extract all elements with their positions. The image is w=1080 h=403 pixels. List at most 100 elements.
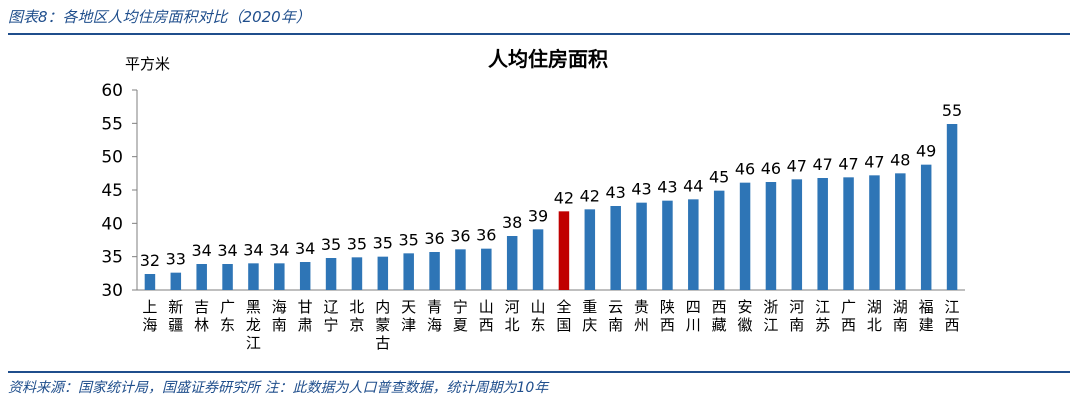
bar [688, 199, 699, 290]
category-label: 江西 [945, 298, 960, 334]
source-note: 资料来源：国家统计局，国盛证券研究所 注：此数据为人口普查数据，统计周期为10年 [8, 380, 549, 396]
bar [377, 256, 389, 290]
category-label: 浙江 [763, 298, 778, 334]
bar [144, 274, 156, 290]
bar [610, 206, 621, 290]
bar [713, 190, 725, 290]
data-label: 38 [502, 213, 522, 232]
y-tick-label: 50 [101, 148, 123, 168]
bar [403, 253, 414, 290]
data-label: 35 [399, 230, 419, 249]
bar-chart: 人均住房面积 平方米 30 35 40 45 50 55 60 32 33 34 34 34 34 34… [101, 47, 965, 352]
data-label: 44 [683, 176, 703, 195]
bar [506, 236, 518, 290]
y-tick-label: 45 [101, 181, 123, 201]
chart-title: 人均住房面积 [488, 47, 608, 71]
bar [481, 248, 492, 290]
bar [662, 200, 673, 290]
data-label: 35 [347, 234, 367, 253]
bar [274, 263, 285, 290]
bar [558, 211, 570, 290]
category-label: 上海 [142, 298, 157, 334]
data-label: 34 [295, 239, 315, 258]
bar [429, 252, 440, 290]
bar [895, 173, 906, 290]
data-label: 43 [631, 180, 651, 199]
category-label: 山东 [531, 298, 546, 334]
bar [325, 258, 337, 290]
data-label: 47 [838, 154, 858, 173]
data-label: 47 [787, 156, 807, 175]
category-label: 河北 [505, 298, 520, 334]
bar [170, 272, 182, 290]
data-label: 45 [709, 168, 729, 187]
bar [532, 229, 544, 290]
bar [946, 124, 958, 290]
data-label: 55 [942, 101, 962, 120]
category-label: 北京 [349, 298, 364, 334]
bar [869, 175, 880, 290]
category-label: 青海 [427, 298, 442, 334]
data-label: 36 [424, 229, 444, 248]
data-label: 39 [528, 206, 548, 225]
category-label: 云南 [608, 298, 623, 334]
category-label: 江苏 [815, 298, 830, 334]
y-tick-label: 35 [101, 248, 123, 268]
category-label: 福建 [919, 298, 934, 334]
figure-title: 图表8：各地区人均住房面积对比（2020年） [8, 8, 311, 26]
bar [196, 264, 207, 290]
category-label: 四川 [686, 298, 701, 334]
y-tick-label: 60 [101, 81, 123, 101]
category-label: 全国 [556, 298, 571, 334]
data-label: 47 [813, 155, 833, 174]
data-label: 36 [476, 226, 496, 245]
category-label: 湖南 [893, 298, 908, 334]
y-tick-label: 55 [101, 114, 123, 134]
category-label: 陕西 [660, 298, 675, 334]
category-label: 安徽 [738, 298, 753, 334]
bars [144, 124, 958, 290]
category-labels: 上海新疆吉林广东黑龙江海南甘肃辽宁北京内蒙古天津青海宁夏山西河北山东全国重庆云南… [142, 298, 959, 352]
category-label: 辽宁 [324, 298, 339, 334]
bottom-rule [8, 371, 1070, 373]
category-label: 海南 [272, 298, 287, 334]
data-label: 35 [373, 234, 393, 253]
data-label: 46 [761, 159, 781, 178]
category-label: 广西 [841, 298, 856, 334]
bar [739, 182, 751, 290]
data-label: 36 [450, 226, 470, 245]
bar [299, 262, 311, 290]
bar [222, 264, 233, 290]
bar [248, 263, 259, 290]
category-label: 内蒙古 [375, 298, 390, 352]
bar [636, 202, 647, 290]
y-axis-unit-label: 平方米 [125, 55, 170, 73]
bar [791, 179, 803, 290]
category-label: 新疆 [168, 298, 183, 334]
category-label: 贵州 [634, 298, 649, 334]
top-rule [8, 33, 1070, 35]
data-label: 34 [217, 241, 237, 260]
y-tick-label: 40 [101, 214, 123, 234]
data-label: 46 [735, 160, 755, 179]
category-label: 吉林 [194, 298, 209, 334]
y-tick-label: 30 [101, 281, 123, 301]
bar [455, 249, 466, 290]
bar [351, 257, 363, 290]
category-label: 山西 [479, 298, 494, 334]
bar [920, 164, 932, 290]
category-label: 天津 [401, 298, 416, 334]
data-labels: 32 33 34 34 34 34 34 35 35 35 35 36 36 36 38 39 42 42 43 43… [140, 101, 962, 270]
bar [765, 182, 777, 290]
data-label: 34 [243, 240, 263, 259]
data-label: 32 [140, 251, 160, 270]
category-label: 河南 [789, 298, 804, 334]
category-label: 西藏 [712, 298, 727, 334]
bar [817, 178, 828, 290]
data-label: 42 [580, 186, 600, 205]
category-label: 湖北 [867, 298, 882, 334]
data-label: 34 [269, 240, 289, 259]
data-label: 43 [606, 183, 626, 202]
bar [584, 209, 596, 290]
data-label: 49 [916, 142, 936, 161]
